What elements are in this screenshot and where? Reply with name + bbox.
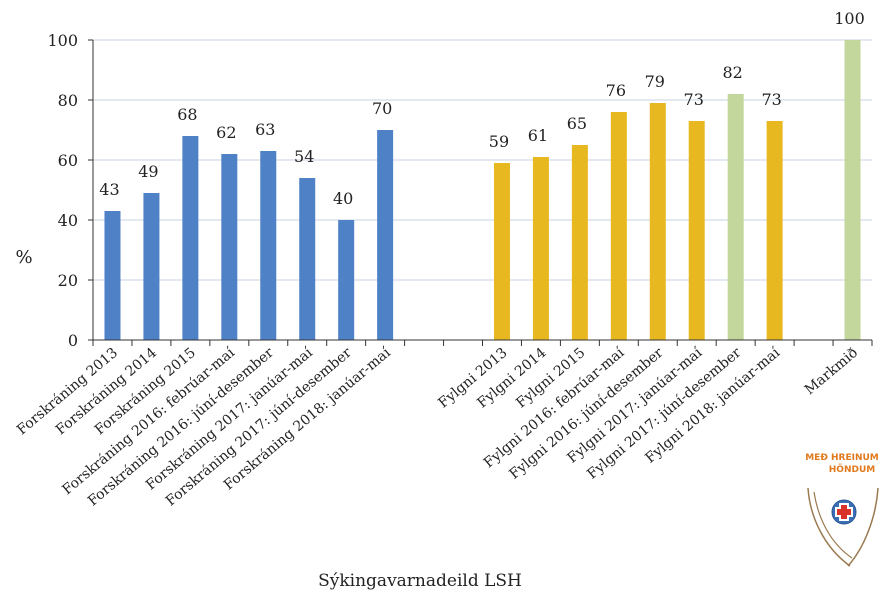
- bar: [260, 151, 277, 340]
- data-label: 82: [722, 63, 742, 82]
- data-label: 79: [645, 72, 665, 91]
- data-label: 40: [333, 189, 353, 208]
- logo-text-line-1: MEÐ HREINUM: [805, 453, 879, 463]
- y-tick-label: 0: [68, 331, 78, 350]
- data-label: 59: [489, 132, 509, 151]
- data-label: 54: [294, 147, 314, 166]
- data-label: 49: [138, 162, 158, 181]
- data-label: 73: [684, 90, 704, 109]
- data-labels: 43 49 68 62 63 54 40 70 59 61 65 76 79 73 82 73 100: [99, 9, 865, 208]
- data-label: 73: [761, 90, 781, 109]
- bar: [571, 145, 588, 340]
- bar: [649, 103, 666, 340]
- y-tick-label: 20: [58, 271, 78, 290]
- x-axis: [92, 40, 873, 346]
- bar: [299, 178, 316, 340]
- footer-text: Sýkingavarnadeild LSH: [318, 571, 522, 591]
- category-label: Markmið: [802, 345, 861, 398]
- bar: [338, 220, 355, 340]
- bar: [766, 121, 783, 340]
- y-tick-label: 40: [58, 211, 78, 230]
- bar: [143, 193, 160, 340]
- bar: [844, 40, 861, 340]
- bar: [532, 157, 549, 340]
- data-label: 70: [372, 99, 392, 118]
- bar: [688, 121, 705, 340]
- logo-text-line-2: HÖNDUM: [829, 464, 875, 475]
- bar: [610, 112, 627, 340]
- data-label: 62: [216, 123, 236, 142]
- data-label: 76: [606, 81, 626, 100]
- data-label: 68: [177, 105, 197, 124]
- bar: [493, 163, 510, 340]
- data-label: 100: [834, 9, 865, 28]
- bar: [221, 154, 238, 340]
- data-label: 43: [99, 180, 119, 199]
- bar: [727, 94, 744, 340]
- y-tick-label: 100: [47, 31, 78, 50]
- bar: [377, 130, 394, 340]
- bars: [104, 40, 861, 340]
- y-axis-ticks: 0 20 40 60 80 100: [47, 31, 93, 350]
- y-tick-label: 80: [58, 91, 78, 110]
- data-label: 61: [528, 126, 548, 145]
- gridlines: [93, 39, 872, 281]
- bar: [104, 211, 121, 340]
- hands-cross-logo-icon: MEÐ HREINUM HÖNDUM: [805, 453, 879, 567]
- y-tick-label: 60: [58, 151, 78, 170]
- data-label: 65: [567, 114, 587, 133]
- data-label: 63: [255, 120, 275, 139]
- y-axis-label: %: [15, 247, 32, 268]
- bar: [182, 136, 199, 340]
